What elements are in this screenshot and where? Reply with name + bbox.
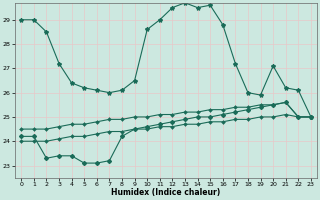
X-axis label: Humidex (Indice chaleur): Humidex (Indice chaleur): [111, 188, 221, 197]
